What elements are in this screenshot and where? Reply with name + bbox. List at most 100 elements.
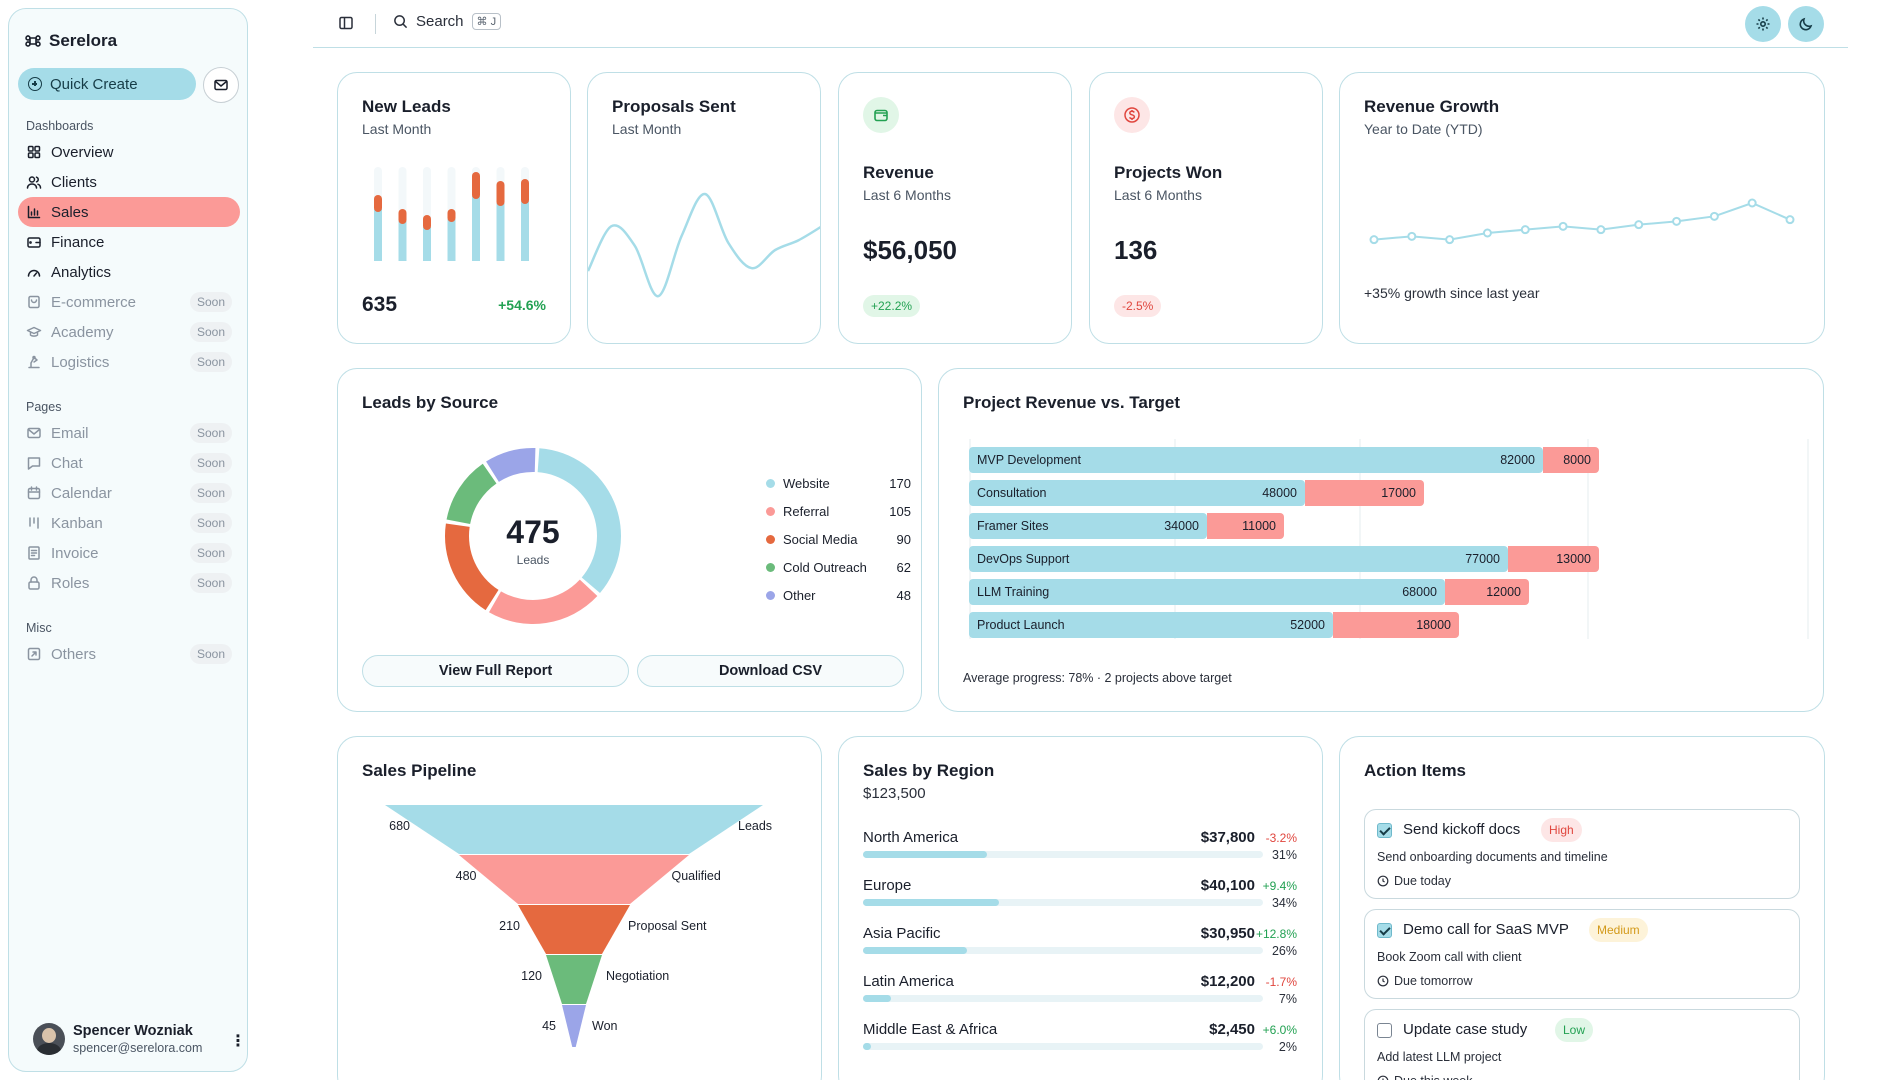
download-csv-button[interactable]: Download CSV: [637, 655, 904, 687]
mail-icon: [214, 79, 228, 91]
region-row[interactable]: North America $37,800 -3.2% 31%: [863, 829, 1297, 873]
funnel-stage-won[interactable]: [562, 1005, 586, 1047]
revenue-bar[interactable]: [969, 612, 1333, 638]
region-row[interactable]: Middle East & Africa $2,450 +6.0% 2%: [863, 1021, 1297, 1065]
target-bar[interactable]: [1445, 579, 1529, 605]
legend-value: 105: [889, 503, 911, 519]
sidebar-item-chat[interactable]: Chat Soon: [18, 448, 240, 478]
funnel-value: 120: [521, 969, 542, 983]
revenue-bar[interactable]: [969, 579, 1445, 605]
funnel-label: Won: [592, 1019, 618, 1033]
view-full-report-button[interactable]: View Full Report: [362, 655, 629, 687]
funnel-stage-leads[interactable]: [385, 805, 763, 854]
sidebar-item-label: Sales: [51, 203, 89, 221]
quick-create-button[interactable]: Quick Create: [18, 68, 196, 100]
user-profile[interactable]: Spencer Wozniak spencer@serelora.com ⋮: [23, 1019, 246, 1063]
bar-top: [496, 181, 505, 206]
revenue-bar[interactable]: [969, 513, 1207, 539]
sidebar-item-academy[interactable]: Academy Soon: [18, 317, 240, 347]
revenue-bar[interactable]: [969, 447, 1543, 473]
sidebar-item-label: E-commerce: [51, 293, 137, 311]
region-value: $12,200: [1200, 973, 1255, 990]
theme-toggle-button[interactable]: [1788, 6, 1824, 42]
sidebar-item-invoice[interactable]: Invoice Soon: [18, 538, 240, 568]
target-bar[interactable]: [1305, 480, 1424, 506]
funnel-stage-negotiation[interactable]: [546, 955, 602, 1004]
donut-slice-other[interactable]: [486, 448, 536, 482]
action-item[interactable]: Demo call for SaaS MVP Medium Book Zoom ca…: [1364, 909, 1800, 999]
action-checkbox[interactable]: [1377, 823, 1392, 838]
card-subtitle: Year to Date (YTD): [1364, 121, 1483, 137]
sidebar-item-overview[interactable]: Overview: [18, 137, 240, 167]
target-bar[interactable]: [1333, 612, 1459, 638]
target-bar[interactable]: [1207, 513, 1284, 539]
legend-item: Cold Outreach 62: [766, 553, 911, 581]
target-bar[interactable]: [1508, 546, 1599, 572]
revenue-growth-line-chart: [1369, 198, 1795, 245]
sidebar-item-others[interactable]: Others Soon: [18, 639, 240, 669]
sidebar-item-email[interactable]: Email Soon: [18, 418, 240, 448]
action-item[interactable]: Send kickoff docs High Send onboarding doc…: [1364, 809, 1800, 899]
donut-legend: Website 170 Referral 105 Social Media 90 Cold …: [766, 469, 911, 609]
clock-icon: [1377, 875, 1389, 887]
bar-top: [472, 172, 480, 199]
sidebar-item-logistics[interactable]: Logistics Soon: [18, 347, 240, 377]
sidebar-item-label: Logistics: [51, 353, 110, 371]
sidebar-item-calendar[interactable]: Calendar Soon: [18, 478, 240, 508]
sidebar-item-kanban[interactable]: Kanban Soon: [18, 508, 240, 538]
donut-slice-social-media[interactable]: [445, 523, 499, 611]
sidebar-item-analytics[interactable]: Analytics: [18, 257, 240, 287]
sidebar-item-roles[interactable]: Roles Soon: [18, 568, 240, 598]
search-trigger[interactable]: Search ⌘ J: [393, 13, 502, 30]
region-row[interactable]: Latin America $12,200 -1.7% 7%: [863, 973, 1297, 1017]
calendar-icon: [26, 485, 42, 501]
brand[interactable]: Serelora: [25, 31, 117, 51]
revenue-bar[interactable]: [969, 480, 1305, 506]
sidebar-item-finance[interactable]: Finance: [18, 227, 240, 257]
card-title: Revenue Growth: [1364, 97, 1500, 116]
region-row[interactable]: Europe $40,100 +9.4% 34%: [863, 877, 1297, 921]
soon-badge: Soon: [189, 573, 232, 593]
sidebar-toggle-icon[interactable]: [338, 15, 354, 36]
donut-slice-website[interactable]: [537, 448, 621, 594]
quick-create-label: Quick Create: [50, 75, 138, 93]
funnel-stage-qualified[interactable]: [459, 855, 689, 904]
funnel-stage-proposal-sent[interactable]: [518, 905, 630, 954]
more-vertical-icon[interactable]: ⋮: [230, 1033, 246, 1050]
legend-dot: [766, 590, 775, 600]
sidebar-item-label: Analytics: [51, 263, 112, 281]
target-value-label: 17000: [1381, 486, 1416, 500]
region-progress: [863, 851, 1263, 858]
action-item[interactable]: Update case study Low Add latest LLM proje…: [1364, 1009, 1800, 1080]
settings-button[interactable]: [1745, 6, 1781, 42]
bar-top: [398, 209, 407, 224]
action-due: Due tomorrow: [1377, 974, 1473, 988]
sidebar-item-e-commerce[interactable]: E-commerce Soon: [18, 287, 240, 317]
action-due-text: Due this week: [1394, 1074, 1473, 1080]
sidebar-item-clients[interactable]: Clients: [18, 167, 240, 197]
region-row[interactable]: Asia Pacific $30,950 +12.8% 26%: [863, 925, 1297, 969]
project-revenue-bar-chart: MVP Development 82000 8000 Consultation 4800…: [969, 439, 1809, 639]
growth-point: [1785, 215, 1795, 225]
region-change: -1.7%: [1265, 975, 1297, 989]
chat-icon: [26, 455, 42, 471]
donut-slice-cold-outreach[interactable]: [446, 463, 497, 525]
gauge-icon: [26, 264, 42, 280]
revenue-bar[interactable]: [969, 546, 1508, 572]
region-name: North America: [863, 829, 959, 846]
sidebar-item-sales[interactable]: Sales: [18, 197, 240, 227]
region-name: Middle East & Africa: [863, 1021, 998, 1038]
target-value-label: 8000: [1563, 453, 1591, 467]
sidebar-item-label: Academy: [51, 323, 114, 341]
funnel-label: Leads: [738, 819, 772, 833]
action-checkbox[interactable]: [1377, 1023, 1392, 1038]
region-progress-fill: [863, 899, 999, 906]
action-description: Book Zoom call with client: [1377, 950, 1522, 964]
inbox-button[interactable]: [203, 67, 239, 103]
donut-slice-referral[interactable]: [489, 579, 598, 624]
action-checkbox[interactable]: [1377, 923, 1392, 938]
external-icon: [26, 646, 42, 662]
sidebar-item-label: Kanban: [51, 514, 103, 532]
sidebar-item-label: Overview: [51, 143, 114, 161]
target-bar[interactable]: [1543, 447, 1599, 473]
